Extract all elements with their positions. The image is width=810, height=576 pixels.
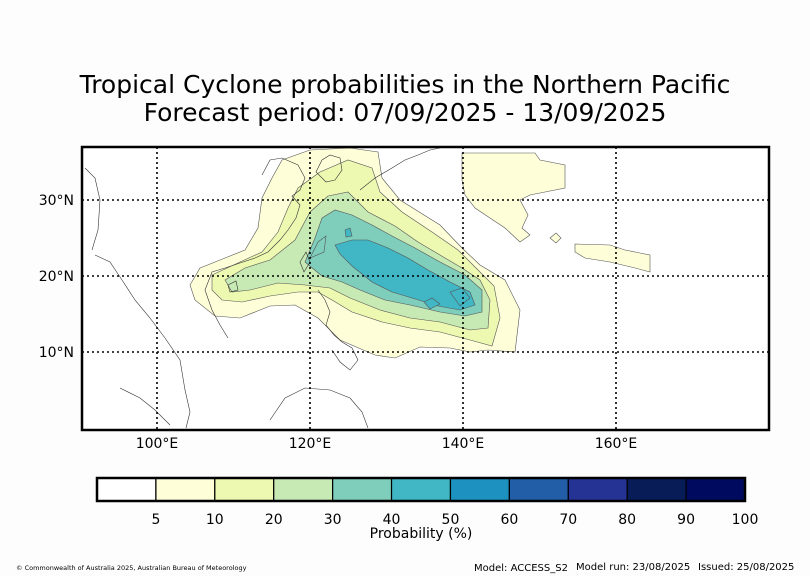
colorbar-swatch (214, 477, 275, 502)
copyright-notice: © Commonwealth of Australia 2025, Austra… (16, 564, 247, 572)
contour-30-west (309, 235, 327, 259)
coastline-korea (315, 154, 343, 183)
coastline-sumatra (119, 387, 171, 426)
colorbar-tick-label: 90 (677, 512, 695, 528)
lon-tick-label: 160°E (595, 436, 638, 452)
contour-40-cell (423, 297, 441, 310)
lat-tick-label: 20°N (39, 269, 74, 285)
colorbar-tick-label: 80 (618, 512, 636, 528)
colorbar-frame (95, 476, 747, 503)
contour-40-cell (344, 227, 353, 238)
coastline-borneo (269, 387, 369, 429)
lat-tick-label: 30°N (39, 193, 74, 209)
colorbar-swatch (155, 477, 216, 502)
contour-5-ridge (574, 243, 651, 273)
coastline-philippines (317, 289, 359, 371)
colorbar-swatch (273, 477, 334, 502)
contour-5-islet (549, 232, 562, 244)
colorbar-tick-label: 100 (732, 512, 759, 528)
contour-40 (334, 239, 476, 311)
lon-tick-label: 100°E (136, 436, 179, 452)
contour-5-east (461, 152, 566, 243)
colorbar-tick-label: 60 (500, 512, 518, 528)
lon-tick-label: 120°E (289, 436, 332, 452)
gridlines (82, 147, 769, 430)
colorbar-tick-label: 30 (324, 512, 342, 528)
colorbar-label: Probability (%) (370, 526, 473, 542)
colorbar-swatch (567, 477, 628, 502)
colorbar-swatch (390, 477, 452, 502)
colorbar-tick-label: 50 (442, 512, 460, 528)
colorbar-swatch (626, 477, 687, 502)
colorbar-swatch (508, 477, 569, 502)
forecast-period: Forecast period: 07/09/2025 - 13/09/2025 (143, 98, 667, 127)
colorbar-tick-label: 70 (559, 512, 577, 528)
colorbar-tick-label: 20 (265, 512, 283, 528)
colorbar (96, 477, 746, 502)
contour-40-cell (449, 287, 471, 307)
lat-tick-label: 10°N (39, 345, 74, 361)
colorbar-swatch (685, 477, 746, 502)
coastlines (84, 147, 441, 429)
model-run-date: Model run: 23/08/2025 (576, 562, 690, 573)
colorbar-tick-label: 40 (383, 512, 401, 528)
model-name: Model: ACCESS_S2 (474, 563, 568, 574)
colorbar-ticks: 5 10 20 30 40 50 60 70 80 90 100 (151, 512, 758, 528)
coastline-hainan (227, 280, 239, 293)
coastline-japan (359, 147, 441, 191)
colorbar-tick-label: 5 (151, 512, 160, 528)
colorbar-swatch (332, 477, 393, 502)
chart-title: Tropical Cyclone probabilities in the No… (79, 70, 731, 99)
colorbar-swatch (449, 477, 510, 502)
lon-tick-label: 140°E (442, 436, 485, 452)
colorbar-tick-label: 10 (206, 512, 224, 528)
coastline-indochina-west (84, 167, 101, 251)
map-frame (80, 145, 771, 432)
issued-date: Issued: 25/08/2025 (698, 562, 794, 573)
coastline-china (204, 157, 306, 339)
colorbar-swatch (96, 477, 157, 502)
